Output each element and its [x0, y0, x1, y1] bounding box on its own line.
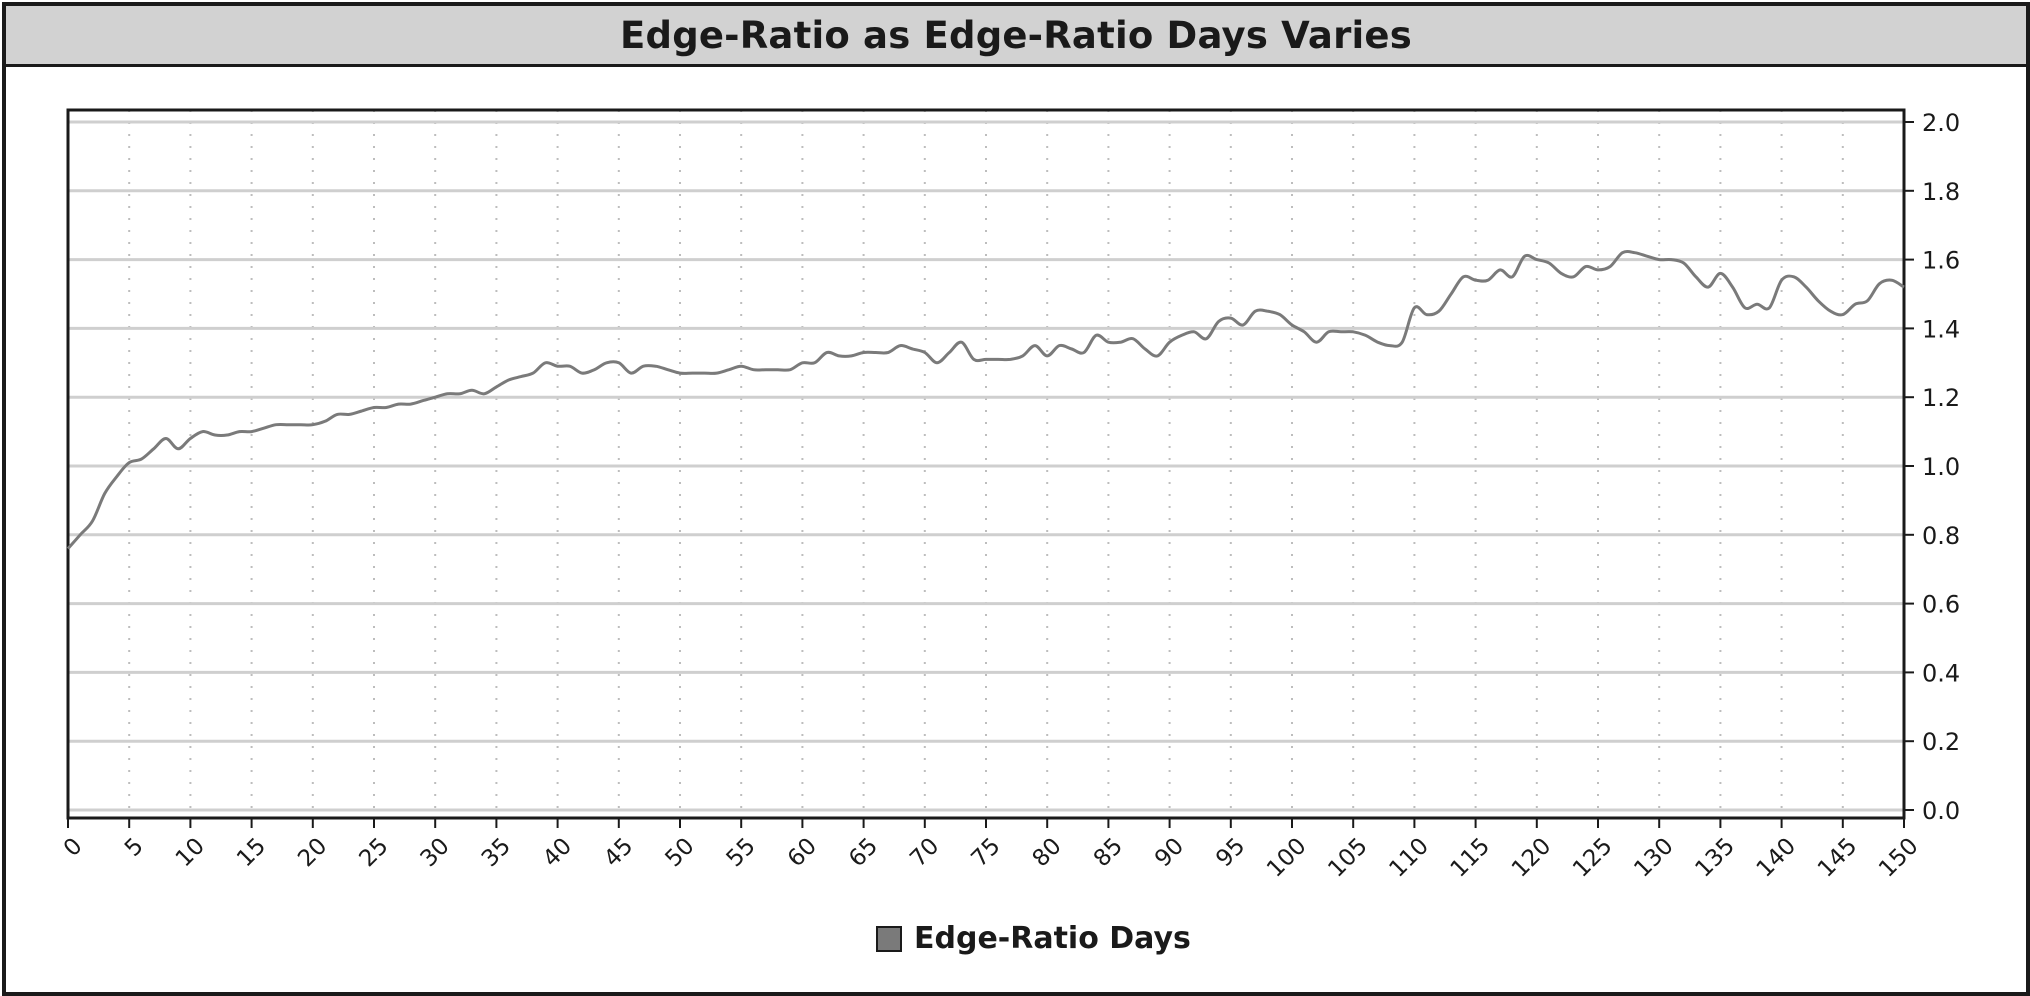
x-tick-label: 15	[232, 833, 271, 872]
x-tick-label: 150	[1874, 833, 1923, 882]
x-tick-label: 95	[1211, 833, 1250, 872]
x-tick-label: 135	[1691, 833, 1740, 882]
x-tick-label: 30	[416, 833, 455, 872]
x-tick-label: 35	[477, 833, 516, 872]
x-tick-label: 85	[1089, 833, 1128, 872]
x-tick-label: 20	[293, 833, 332, 872]
x-tick-label: 80	[1028, 833, 1067, 872]
y-tick-label: 0.0	[1922, 797, 1960, 825]
chart-title: Edge-Ratio as Edge-Ratio Days Varies	[620, 13, 1412, 57]
y-tick-label: 0.8	[1922, 522, 1960, 550]
y-tick-label: 2.0	[1922, 109, 1960, 137]
y-tick-label: 0.2	[1922, 728, 1960, 756]
x-tick-label: 55	[722, 833, 761, 872]
x-tick-label: 140	[1752, 833, 1801, 882]
x-tick-label: 50	[660, 833, 699, 872]
line-chart: 0.0 0.2 0.4 0.6 0.8 1.0 1.2 1.4 1.6 1.8 2.0 0 5 10 15 2…	[59, 108, 1960, 883]
y-tick-label: 1.8	[1922, 178, 1960, 206]
x-tick-label: 130	[1629, 833, 1678, 882]
x-tick-label: 115	[1446, 833, 1495, 882]
x-tick-label: 75	[966, 833, 1005, 872]
x-tick-label: 70	[905, 833, 944, 872]
y-tick-label: 1.2	[1922, 384, 1960, 412]
legend: Edge-Ratio Days	[876, 921, 1191, 956]
y-tick-label: 1.0	[1922, 453, 1960, 481]
title-bar: Edge-Ratio as Edge-Ratio Days Varies	[6, 6, 2026, 67]
series-line-edge-ratio-days	[66, 250, 1905, 550]
x-tick-label: 0	[59, 833, 88, 862]
x-tick-label: 145	[1813, 833, 1862, 882]
y-tick-label: 0.6	[1922, 591, 1960, 619]
x-tick-label: 125	[1568, 833, 1617, 882]
x-tick-label: 40	[538, 833, 577, 872]
y-tick-label: 0.4	[1922, 659, 1960, 687]
legend-swatch	[876, 925, 902, 952]
x-tick-label: 105	[1323, 833, 1372, 882]
y-tick-label: 1.4	[1922, 315, 1960, 343]
x-tick-label: 90	[1150, 833, 1189, 872]
legend-label-edge-ratio-days: Edge-Ratio Days	[914, 921, 1191, 956]
x-tick-label: 60	[783, 833, 822, 872]
x-tick-label: 120	[1507, 833, 1556, 882]
x-tick-label: 25	[354, 833, 393, 872]
x-tick-label: 45	[599, 833, 638, 872]
y-tick-label: 1.6	[1922, 247, 1960, 275]
x-tick-label: 5	[120, 833, 149, 862]
x-tick-label: 100	[1262, 833, 1311, 882]
x-tick-label: 110	[1385, 833, 1434, 882]
x-tick-label: 10	[171, 833, 210, 872]
x-tick-label: 65	[844, 833, 883, 872]
